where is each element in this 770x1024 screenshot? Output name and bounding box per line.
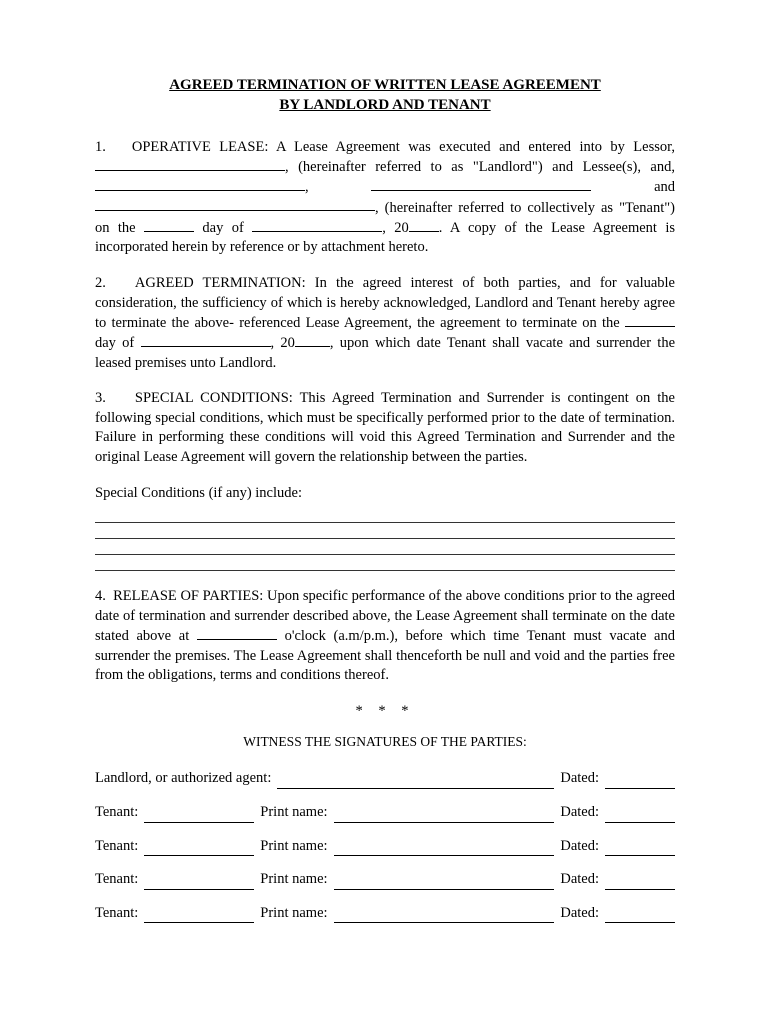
tenant-2-date-blank[interactable] (605, 842, 675, 856)
tenant-4-signature-blank[interactable] (144, 910, 254, 924)
special-conditions-label: Special Conditions (if any) include: (95, 484, 675, 504)
blank-lessee-2[interactable] (371, 177, 591, 191)
landlord-date-blank[interactable] (605, 775, 675, 789)
p2-text-a: 2. AGREED TERMINATION: In the agreed int… (95, 275, 675, 331)
special-line-3[interactable] (95, 543, 675, 555)
p1-num: 1. (95, 139, 106, 155)
print-label-2: Print name: (260, 837, 327, 857)
p1-text-h: day of (194, 220, 252, 236)
dated-label-4: Dated: (560, 904, 599, 924)
paragraph-2: 2. AGREED TERMINATION: In the agreed int… (95, 274, 675, 373)
tenant-label-3: Tenant: (95, 870, 138, 890)
tenant-2-print-blank[interactable] (334, 842, 555, 856)
p2-text-c: , 20 (271, 335, 295, 351)
tenant-4-date-blank[interactable] (605, 910, 675, 924)
tenant-3-signature-blank[interactable] (144, 876, 254, 890)
landlord-label: Landlord, or authorized agent: (95, 769, 271, 789)
special-line-1[interactable] (95, 511, 675, 523)
tenant-label-4: Tenant: (95, 904, 138, 924)
p2-text-b: day of (95, 335, 141, 351)
print-label-4: Print name: (260, 904, 327, 924)
tenant-label-1: Tenant: (95, 803, 138, 823)
print-label-1: Print name: (260, 803, 327, 823)
tenant-1-date-blank[interactable] (605, 809, 675, 823)
blank-year-2[interactable] (295, 333, 330, 347)
blank-day-2[interactable] (625, 313, 675, 327)
dated-label-1: Dated: (560, 803, 599, 823)
tenant-1-print-blank[interactable] (334, 809, 555, 823)
p1-text-f: , (hereinafter referred to collectively … (375, 199, 613, 215)
special-line-2[interactable] (95, 527, 675, 539)
title-line-2: BY LANDLORD AND TENANT (95, 95, 675, 115)
tenant-label-2: Tenant: (95, 837, 138, 857)
signature-row-tenant-2: Tenant: Print name: Dated: (95, 837, 675, 857)
blank-year-1[interactable] (409, 218, 439, 232)
special-line-4[interactable] (95, 559, 675, 571)
p1-comma: , (305, 179, 371, 195)
signature-row-tenant-1: Tenant: Print name: Dated: (95, 803, 675, 823)
dated-label-3: Dated: (560, 870, 599, 890)
dated-label-landlord: Dated: (560, 769, 599, 789)
special-conditions-lines (95, 511, 675, 571)
separator-stars: * * * (95, 702, 675, 722)
p3-text: 3. SPECIAL CONDITIONS: This Agreed Termi… (95, 390, 675, 465)
title-line-1: AGREED TERMINATION OF WRITTEN LEASE AGRE… (95, 75, 675, 95)
tenant-2-signature-blank[interactable] (144, 842, 254, 856)
signature-row-tenant-3: Tenant: Print name: Dated: (95, 870, 675, 890)
special-label-text: Special Conditions (if any) include: (95, 485, 302, 501)
print-label-3: Print name: (260, 870, 327, 890)
landlord-signature-blank[interactable] (277, 775, 554, 789)
signature-row-tenant-4: Tenant: Print name: Dated: (95, 904, 675, 924)
paragraph-1: 1. OPERATIVE LEASE: A Lease Agreement was… (95, 138, 675, 258)
blank-month-1[interactable] (252, 218, 382, 232)
witness-heading: WITNESS THE SIGNATURES OF THE PARTIES: (95, 733, 675, 751)
p1-text-a: OPERATIVE LEASE: A Lease Agreement was e… (132, 139, 675, 155)
tenant-1-signature-blank[interactable] (144, 809, 254, 823)
blank-lessor[interactable] (95, 157, 285, 171)
tenant-4-print-blank[interactable] (334, 910, 555, 924)
blank-oclock[interactable] (197, 626, 277, 640)
dated-label-2: Dated: (560, 837, 599, 857)
blank-lessee-3[interactable] (95, 198, 375, 212)
p1-and: and (591, 179, 675, 195)
paragraph-4: 4. RELEASE OF PARTIES: Upon specific per… (95, 587, 675, 686)
tenant-3-date-blank[interactable] (605, 876, 675, 890)
tenant-3-print-blank[interactable] (334, 876, 555, 890)
p1-text-i: , 20 (382, 220, 409, 236)
signature-row-landlord: Landlord, or authorized agent: Dated: (95, 769, 675, 789)
blank-day-1[interactable] (144, 218, 194, 232)
blank-lessee-1[interactable] (95, 177, 305, 191)
p1-text-j: . A copy of the Lease Agreement (439, 220, 657, 236)
blank-month-2[interactable] (141, 333, 271, 347)
paragraph-3: 3. SPECIAL CONDITIONS: This Agreed Termi… (95, 389, 675, 467)
p1-text-c: , (hereinafter referred to as "Landlord"… (285, 159, 675, 175)
document-title: AGREED TERMINATION OF WRITTEN LEASE AGRE… (95, 75, 675, 116)
